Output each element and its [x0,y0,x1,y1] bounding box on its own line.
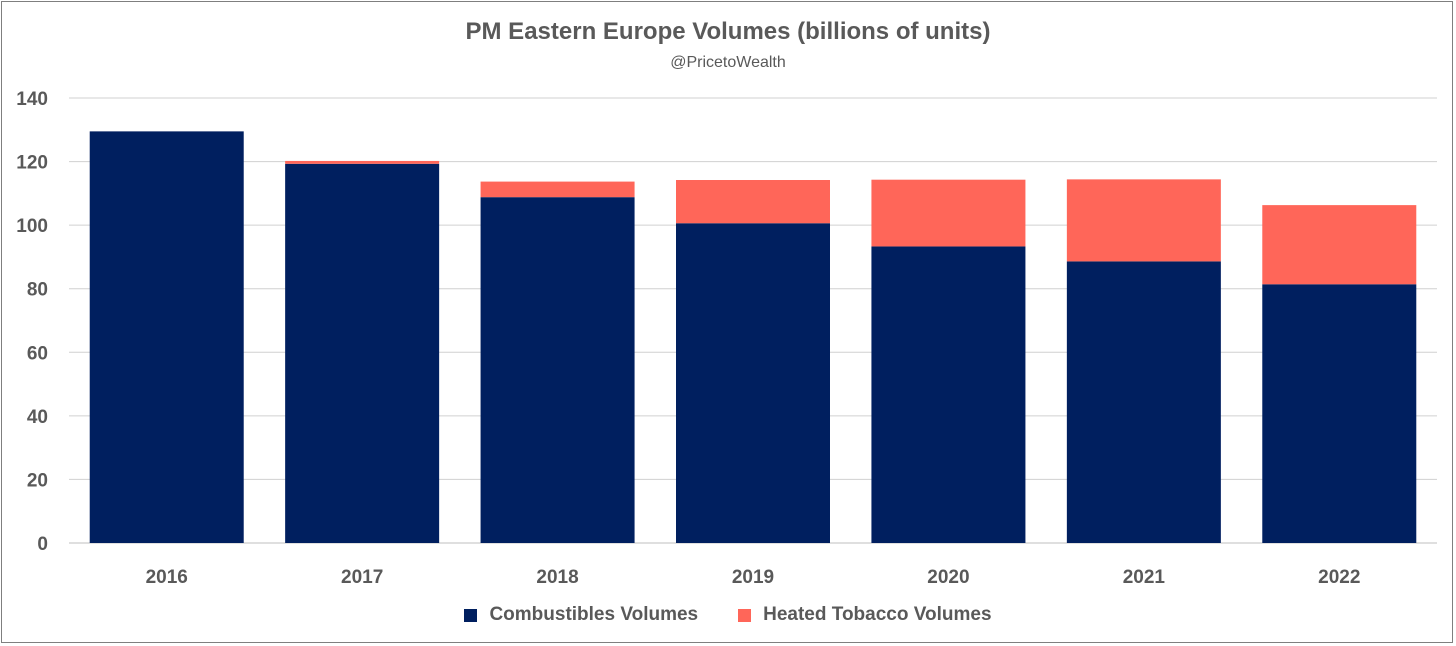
y-tick-label-20: 20 [27,470,48,491]
y-tick-label-60: 60 [27,343,48,364]
y-tick-label-80: 80 [27,280,48,301]
x-tick-label-2020: 2020 [927,567,969,588]
bar-heated-tobacco-2019 [676,180,830,224]
bar-chart: 0 20 40 60 80 100 120 140 2016 2017 2018 2019 2020 20… [16,89,1437,588]
bar-heated-tobacco-2021 [1066,179,1221,262]
legend-swatch-combustibles [464,608,478,622]
legend: Combustibles Volumes Heated Tobacco Volu… [2,604,1454,626]
bar-combustibles-2019 [676,223,830,543]
x-tick-label-2022: 2022 [1318,567,1360,588]
y-tick-label-100: 100 [16,216,48,237]
bar-heated-tobacco-2017 [285,160,440,164]
legend-label-combustibles: Combustibles Volumes [489,604,699,625]
y-tick-label-40: 40 [27,407,48,428]
x-tick-label-2016: 2016 [146,567,188,588]
y-tick-label-0: 0 [37,534,48,555]
legend-item-combustibles: Combustibles Volumes [464,604,698,626]
bar-combustibles-2022 [1262,284,1417,543]
legend-item-heated-tobacco: Heated Tobacco Volumes [738,604,992,626]
y-tick-label-140: 140 [16,89,48,110]
x-tick-label-2018: 2018 [536,567,578,588]
bar-heated-tobacco-2020 [871,179,1026,247]
bar-combustibles-2016 [89,131,244,543]
x-tick-label-2021: 2021 [1123,567,1166,588]
chart-title: PM Eastern Europe Volumes (billions of u… [465,18,991,45]
bar-heated-tobacco-2022 [1262,205,1417,285]
legend-label-heated-tobacco: Heated Tobacco Volumes [763,604,992,625]
y-tick-label-120: 120 [16,153,48,174]
chart-subtitle: @PricetoWealth [670,54,786,71]
bar-combustibles-2018 [480,197,635,543]
bar-combustibles-2020 [871,246,1026,544]
bar-combustibles-2017 [285,163,440,543]
x-tick-label-2017: 2017 [341,567,383,588]
x-tick-label-2019: 2019 [732,567,774,588]
legend-swatch-heated-tobacco [738,608,752,622]
bar-heated-tobacco-2018 [480,181,635,198]
bar-combustibles-2021 [1066,261,1221,543]
